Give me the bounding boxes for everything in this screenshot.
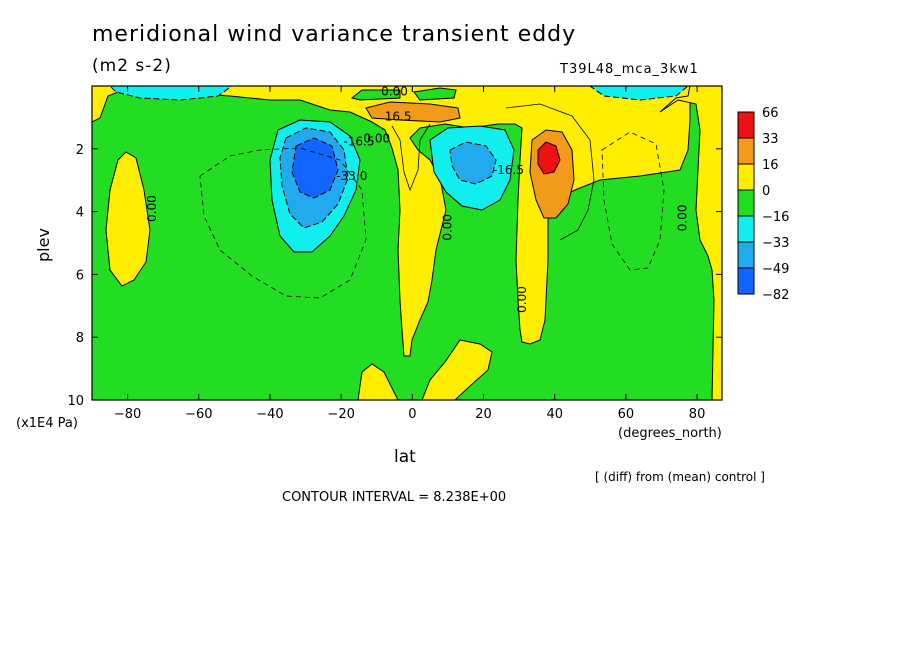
x-axis-label: lat bbox=[394, 447, 416, 467]
field-blue-left bbox=[291, 137, 339, 199]
x-tick-label: −80 bbox=[114, 407, 141, 422]
y-ticks: 2 4 6 8 10 bbox=[67, 143, 722, 409]
y-tick-label: 8 bbox=[76, 331, 84, 346]
x-axis-unit: (degrees_north) bbox=[618, 426, 722, 441]
contour-dashed-left bbox=[199, 147, 367, 299]
contour-label: 0.00 bbox=[381, 84, 408, 98]
colorbar: 66 33 16 0 −16 −33 −49 −82 bbox=[737, 106, 789, 303]
colorbar-swatch bbox=[737, 241, 755, 269]
field-yellow-right bbox=[659, 86, 722, 400]
field-green-top bbox=[350, 89, 401, 101]
contour-label: 16.5 bbox=[385, 110, 412, 124]
field-yellow-bottom bbox=[421, 339, 493, 400]
contour-labels: 0.000.0016.50.00-16.5-33.00.00-16.50.000… bbox=[145, 84, 689, 312]
contour-interval: CONTOUR INTERVAL = 8.238E+00 bbox=[282, 490, 507, 505]
x-ticks: −80 −60 −40 −20 0 20 40 60 80 bbox=[114, 86, 705, 422]
colorbar-label: −16 bbox=[762, 210, 789, 225]
colorbar-label: 0 bbox=[762, 184, 770, 199]
y-axis-unit: (x1E4 Pa) bbox=[16, 416, 78, 431]
field-yellow-left bbox=[105, 151, 151, 287]
contour-label: 0.00 bbox=[675, 205, 689, 232]
contour-label: 0.00 bbox=[440, 214, 454, 241]
contour-label: 0.00 bbox=[363, 132, 390, 146]
x-tick-label: 80 bbox=[689, 407, 706, 422]
field-orange-top bbox=[365, 101, 461, 123]
plot-frame bbox=[91, 85, 723, 401]
contour-label: 0.00 bbox=[145, 195, 159, 222]
diff-note: [ (diff) from (mean) control ] bbox=[595, 470, 765, 484]
colorbar-swatch bbox=[737, 163, 755, 191]
y-tick-label: 4 bbox=[76, 206, 84, 221]
contour-fields bbox=[92, 86, 722, 400]
contour-solid-upper bbox=[391, 123, 431, 192]
x-tick-label: −40 bbox=[256, 407, 283, 422]
colorbar-label: −49 bbox=[762, 262, 789, 277]
contour-label: 0.00 bbox=[515, 286, 529, 313]
colorbar-swatch bbox=[737, 215, 755, 243]
field-lightblue-right bbox=[449, 141, 497, 185]
colorbar-label: −82 bbox=[762, 288, 789, 303]
field-green-main bbox=[92, 89, 722, 400]
chart-title: meridional wind variance transient eddy bbox=[92, 22, 577, 47]
x-tick-label: 20 bbox=[475, 407, 492, 422]
run-label: T39L48_mca_3kw1 bbox=[560, 62, 699, 77]
field-yellow-bottom-left bbox=[357, 363, 399, 400]
contour-dashed-right bbox=[601, 131, 665, 271]
colorbar-swatch bbox=[737, 137, 755, 165]
colorbar-label: 66 bbox=[762, 106, 779, 121]
x-tick-label: 0 bbox=[408, 407, 416, 422]
field-red bbox=[537, 141, 561, 175]
chart-units: (m2 s-2) bbox=[92, 56, 172, 76]
y-tick-label: 10 bbox=[67, 394, 84, 409]
x-tick-label: 40 bbox=[546, 407, 563, 422]
colorbar-label: 33 bbox=[762, 132, 779, 147]
contour-label: -16.5 bbox=[343, 135, 374, 149]
y-tick-label: 6 bbox=[76, 268, 84, 283]
contour-label: -16.5 bbox=[493, 163, 524, 177]
colorbar-label: 16 bbox=[762, 158, 779, 173]
colorbar-label: −33 bbox=[762, 236, 789, 251]
colorbar-swatch bbox=[737, 189, 755, 217]
field-cyan-top-left bbox=[109, 86, 233, 101]
colorbar-swatch bbox=[737, 267, 755, 295]
x-tick-label: 60 bbox=[618, 407, 635, 422]
colorbar-swatch bbox=[737, 111, 755, 139]
field-cyan-top-right bbox=[589, 86, 689, 101]
x-tick-label: −20 bbox=[327, 407, 354, 422]
field-green-top-2 bbox=[413, 87, 457, 101]
y-tick-label: 2 bbox=[76, 143, 84, 158]
contour-solid-upper-2 bbox=[505, 103, 595, 241]
x-tick-label: −60 bbox=[185, 407, 212, 422]
contour-label: -33.0 bbox=[336, 169, 367, 183]
